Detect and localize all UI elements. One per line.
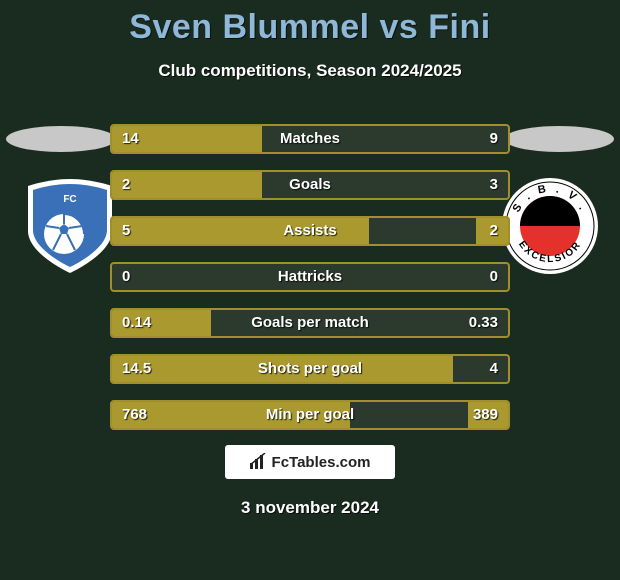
excelsior-crest-icon: S . B . V . EXCELSIOR — [500, 176, 600, 276]
metric-label: Shots per goal — [112, 356, 508, 382]
metric-row: 52Assists — [110, 216, 510, 246]
bar-chart-icon — [250, 453, 268, 471]
player-shadow-left — [6, 126, 116, 152]
eindhoven-crest-icon: FC — [20, 176, 120, 276]
comparison-bars: 149Matches 23Goals 52Assists 00Hattricks 0.1… — [110, 124, 510, 446]
footer-date: 3 november 2024 — [0, 498, 620, 518]
brand-text: FcTables.com — [272, 454, 371, 471]
page-title: Sven Blummel vs Fini — [0, 0, 620, 47]
metric-label: Assists — [112, 218, 508, 244]
metric-row: 00Hattricks — [110, 262, 510, 292]
brand-badge: FcTables.com — [225, 445, 395, 479]
team-badge-left: FC — [20, 176, 120, 276]
metric-label: Min per goal — [112, 402, 508, 428]
metric-row: 768389Min per goal — [110, 400, 510, 430]
player-shadow-right — [504, 126, 614, 152]
svg-text:FC: FC — [63, 194, 76, 205]
page-subtitle: Club competitions, Season 2024/2025 — [0, 61, 620, 81]
metric-label: Goals — [112, 172, 508, 198]
team-badge-right: S . B . V . EXCELSIOR — [500, 176, 600, 276]
metric-row: 0.140.33Goals per match — [110, 308, 510, 338]
metric-row: 149Matches — [110, 124, 510, 154]
metric-label: Goals per match — [112, 310, 508, 336]
metric-label: Hattricks — [112, 264, 508, 290]
metric-label: Matches — [112, 126, 508, 152]
metric-row: 23Goals — [110, 170, 510, 200]
metric-row: 14.54Shots per goal — [110, 354, 510, 384]
